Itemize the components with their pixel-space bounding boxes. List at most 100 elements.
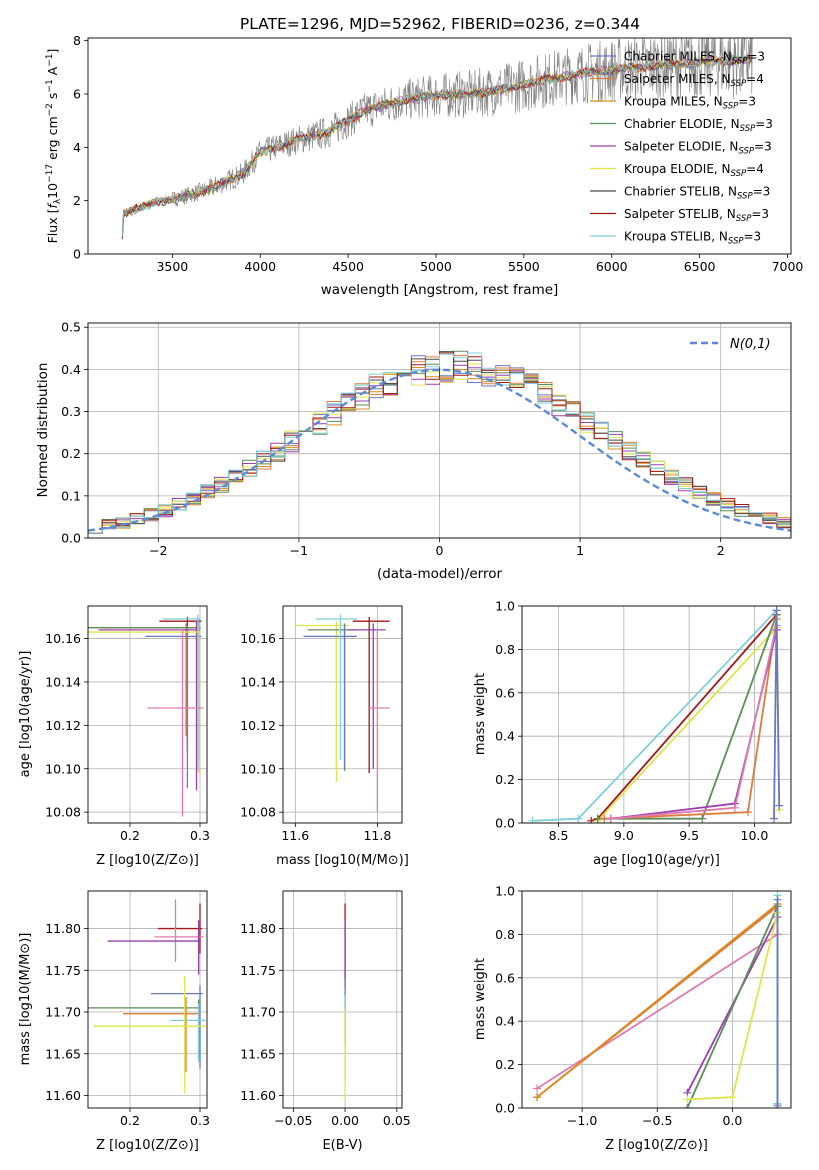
- legend-label-sub: SSP: [732, 57, 748, 67]
- x-tick-label: 0.2: [120, 828, 140, 843]
- y-tick-label: 10.16: [240, 631, 276, 646]
- y-tick-label: 11.70: [45, 1005, 81, 1020]
- x-tick-label: 5000: [420, 259, 452, 274]
- weight_vs_Z-frame: [521, 890, 792, 1109]
- y-tick-label: 0.1: [61, 488, 81, 503]
- y-tick-label: 0.8: [495, 642, 515, 657]
- mass_vs_Z-points: [88, 899, 206, 1093]
- x-axis-label: Z [log10(Z/Z⊙)]: [96, 853, 199, 868]
- spectrum-frame: [87, 37, 792, 255]
- legend-label-nssp: =4: [746, 162, 764, 176]
- y-tick-label: 11.80: [45, 921, 81, 936]
- weight-marker: [698, 814, 707, 823]
- legend-label-name: Chabrier MILES, N: [624, 50, 732, 64]
- spectrum-lines: [121, 38, 753, 240]
- y-tick-label: 0.4: [61, 362, 81, 377]
- weight-series-3: [536, 903, 779, 1098]
- legend-label-name: Kroupa MILES, N: [624, 95, 723, 109]
- x-tick-label: 10.0: [741, 828, 769, 843]
- weight-marker: [730, 803, 739, 812]
- y-tick-label: 11.75: [45, 963, 81, 978]
- y-tick-label: 10.08: [240, 805, 276, 820]
- x-tick-label: 0.3: [190, 828, 210, 843]
- model-spectrum-9: [121, 53, 753, 237]
- legend-label-sub: SSP: [740, 124, 756, 134]
- y-axis-label-part: −2: [45, 103, 55, 116]
- mass_vs_ebv-frame: [282, 890, 403, 1109]
- y-tick-label: 10.08: [45, 805, 81, 820]
- y-tick-label: 1.0: [495, 884, 515, 899]
- x-tick-label: 6500: [684, 259, 716, 274]
- y-axis-label-part: −1: [45, 79, 55, 92]
- x-axis-label: Z [log10(Z/Z⊙)]: [605, 1138, 708, 1153]
- x-tick-label: −1: [290, 543, 308, 558]
- histogram-5: [88, 364, 791, 534]
- legend-label: Salpeter STELIB, NSSP=3: [624, 207, 769, 224]
- legend-label-sub: SSP: [723, 102, 739, 112]
- y-tick-label: 10.16: [45, 631, 81, 646]
- legend-label-sub: SSP: [731, 169, 747, 179]
- age_vs_mass-frame: [282, 605, 403, 824]
- y-tick-label: 0.2: [495, 772, 515, 787]
- x-axis-label: E(B-V): [322, 1138, 362, 1153]
- legend-label-name: Salpeter MILES, N: [624, 72, 731, 86]
- age_vs_mass-points: [295, 614, 390, 813]
- y-tick-label: 1.0: [495, 599, 515, 614]
- legend-label-sub: SSP: [738, 147, 754, 157]
- y-tick-label: 0.8: [495, 927, 515, 942]
- y-tick-label: 0.3: [61, 404, 81, 419]
- y-tick-label: 0.6: [495, 685, 515, 700]
- weight-marker: [775, 801, 784, 810]
- y-tick-label: 11.60: [45, 1088, 81, 1103]
- x-axis-label: wavelength [Angstrom, rest frame]: [321, 282, 559, 298]
- weight-marker: [772, 606, 781, 615]
- legend-label-sub: SSP: [731, 79, 747, 89]
- weight_vs_Z-lines: [533, 891, 782, 1108]
- charts-layer: 3500 4000 4500 5000 5500 6000 6500 7000 0 2 4 6 8 wav…: [18, 33, 803, 1153]
- y-tick-label: 0.2: [495, 1057, 515, 1072]
- x-tick-label: 0.05: [383, 1113, 411, 1128]
- x-axis-label: (data-model)/error: [377, 566, 503, 582]
- y-tick-label: 0.0: [61, 531, 81, 546]
- histogram-8: [88, 352, 791, 534]
- legend-label: Chabrier STELIB, NSSP=3: [624, 185, 770, 202]
- model-spectrum-7: [121, 54, 753, 240]
- y-tick-label: 0.2: [61, 446, 81, 461]
- legend-label-nssp: =3: [738, 95, 756, 109]
- y-tick-label: 11.60: [240, 1088, 276, 1103]
- y-tick-label: 10.14: [45, 674, 81, 689]
- x-tick-label: 2: [717, 543, 725, 558]
- legend-label-name: Salpeter ELODIE, N: [624, 140, 738, 154]
- x-tick-label: 9.0: [614, 828, 634, 843]
- y-tick-label: 11.75: [240, 963, 276, 978]
- x-tick-label: 4000: [244, 259, 276, 274]
- x-axis-label: mass [log10(M/M⊙)]: [276, 853, 409, 868]
- weight_vs_age-frame: [521, 605, 792, 824]
- y-tick-label: 0.0: [495, 1101, 515, 1116]
- x-tick-label: 11.8: [363, 828, 391, 843]
- y-axis-label: mass weight: [473, 673, 488, 755]
- legend-label-nssp: =3: [744, 230, 762, 244]
- y-tick-label: 0.4: [495, 729, 515, 744]
- weight-marker: [533, 1093, 542, 1102]
- age_vs_Z-points: [88, 614, 204, 817]
- y-tick-label: 10.10: [240, 761, 276, 776]
- x-tick-label: 6000: [596, 259, 628, 274]
- y-tick-label: 10.12: [45, 718, 81, 733]
- x-tick-label: −2: [149, 543, 167, 558]
- x-tick-label: 0: [436, 543, 444, 558]
- weight-marker: [743, 808, 752, 817]
- y-axis-label-part: erg cm: [45, 116, 60, 164]
- x-tick-label: 0.00: [331, 1113, 359, 1128]
- legend-label-nssp: =3: [754, 140, 772, 154]
- y-tick-label: 0.4: [495, 1014, 515, 1029]
- legend-label-nssp: =3: [751, 207, 769, 221]
- weight-marker: [533, 1084, 542, 1093]
- legend-label: Kroupa MILES, NSSP=3: [624, 95, 756, 112]
- y-tick-label: 2: [73, 193, 81, 208]
- x-tick-label: 5500: [508, 259, 540, 274]
- legend-label-name: Chabrier ELODIE, N: [624, 117, 740, 131]
- y-tick-label: 6: [73, 87, 81, 102]
- y-axis-label: Normed distribution: [35, 363, 51, 498]
